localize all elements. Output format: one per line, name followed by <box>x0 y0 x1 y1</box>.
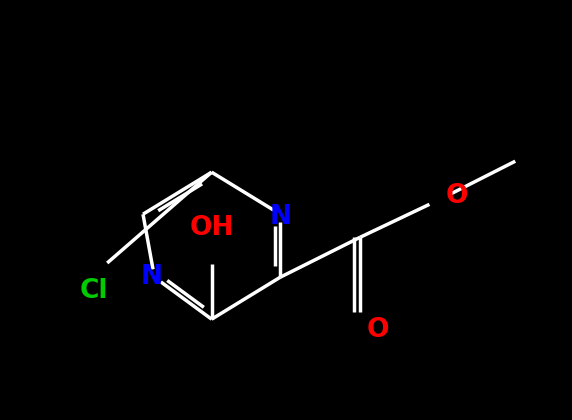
Text: Cl: Cl <box>80 278 108 304</box>
Text: N: N <box>141 264 162 290</box>
Text: O: O <box>445 183 468 209</box>
Text: O: O <box>366 317 389 343</box>
Text: N: N <box>269 204 291 230</box>
Text: OH: OH <box>189 215 234 241</box>
